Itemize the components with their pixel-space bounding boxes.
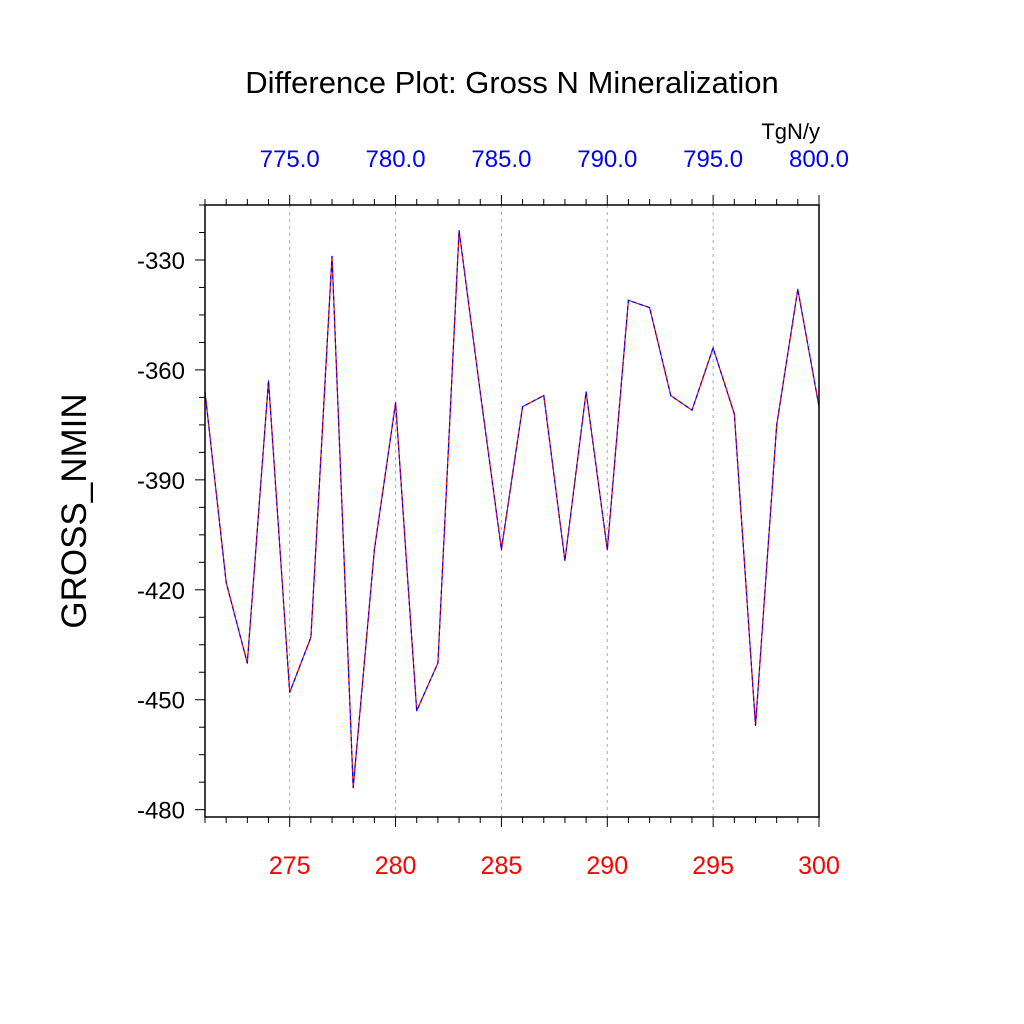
y-tick-label: -420 — [137, 578, 185, 605]
data-point — [479, 391, 481, 393]
top-tick-label: 780.0 — [366, 146, 426, 173]
data-point — [691, 409, 693, 411]
y-axis-label: GROSS_NMIN — [55, 393, 94, 628]
series-line-b — [204, 230, 820, 788]
grid-lines — [289, 205, 714, 817]
data-point — [712, 347, 714, 349]
y-tick-label: -450 — [137, 688, 185, 715]
data-point — [606, 548, 608, 551]
series-line-a — [204, 230, 820, 788]
x-tick-label: 285 — [481, 852, 523, 880]
top-tick-label: 790.0 — [577, 146, 637, 173]
data-point — [458, 230, 460, 232]
data-point — [521, 405, 524, 408]
data-point — [331, 255, 333, 257]
data-point — [670, 394, 672, 397]
data-point — [649, 307, 651, 309]
data-point — [437, 662, 439, 664]
data-point — [225, 581, 227, 584]
data-point — [394, 402, 397, 404]
data-point — [246, 662, 248, 664]
top-tick-label: 800.0 — [789, 146, 849, 173]
y-tick-label: -360 — [137, 358, 185, 385]
data-point — [797, 288, 799, 290]
tick-labels: 275 280 285 290 295 300 775.0 780.0 785.0 790.0 79… — [137, 146, 849, 880]
top-tick-label: 785.0 — [471, 146, 531, 173]
data-point — [289, 691, 291, 694]
axis-ticks — [195, 195, 820, 827]
x-tick-label: 295 — [692, 852, 734, 880]
x-tick-label: 290 — [586, 852, 628, 880]
data-point — [543, 394, 545, 397]
y-tick-label: -330 — [137, 248, 185, 275]
data-point — [267, 380, 270, 382]
data-point — [754, 724, 757, 726]
x-tick-label: 275 — [269, 852, 311, 880]
data-point — [733, 413, 735, 415]
data-series — [204, 230, 820, 789]
data-point — [373, 548, 375, 551]
data-point — [500, 548, 503, 551]
x-tick-label: 300 — [798, 852, 840, 880]
y-tick-label: -390 — [137, 468, 185, 495]
data-point — [585, 391, 587, 393]
data-point — [564, 559, 566, 562]
data-point — [416, 710, 418, 712]
data-point — [627, 299, 630, 301]
data-point — [310, 636, 312, 639]
plot-frame — [204, 204, 820, 818]
data-point — [352, 787, 354, 789]
top-tick-label: 795.0 — [683, 146, 743, 173]
top-tick-label: 775.0 — [260, 146, 320, 173]
data-point — [776, 424, 778, 426]
units-label: TgN/y — [761, 119, 820, 144]
y-tick-label: -480 — [137, 798, 185, 825]
x-tick-label: 280 — [375, 852, 417, 880]
chart-title: Difference Plot: Gross N Mineralization — [245, 65, 779, 100]
